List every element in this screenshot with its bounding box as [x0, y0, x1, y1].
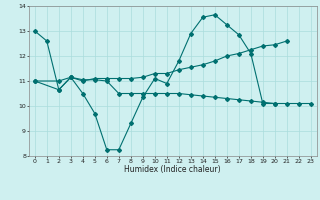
X-axis label: Humidex (Indice chaleur): Humidex (Indice chaleur)	[124, 165, 221, 174]
